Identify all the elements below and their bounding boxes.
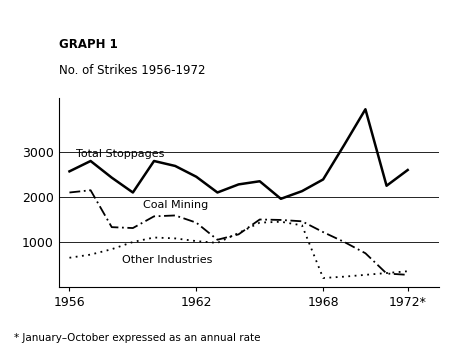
Text: * January–October expressed as an annual rate: * January–October expressed as an annual… (14, 333, 260, 343)
Text: Other Industries: Other Industries (122, 256, 213, 265)
Text: Coal Mining: Coal Mining (144, 200, 209, 210)
Text: GRAPH 1: GRAPH 1 (59, 37, 118, 50)
Text: No. of Strikes 1956-1972: No. of Strikes 1956-1972 (59, 64, 205, 77)
Text: Total Stoppages: Total Stoppages (76, 149, 164, 159)
